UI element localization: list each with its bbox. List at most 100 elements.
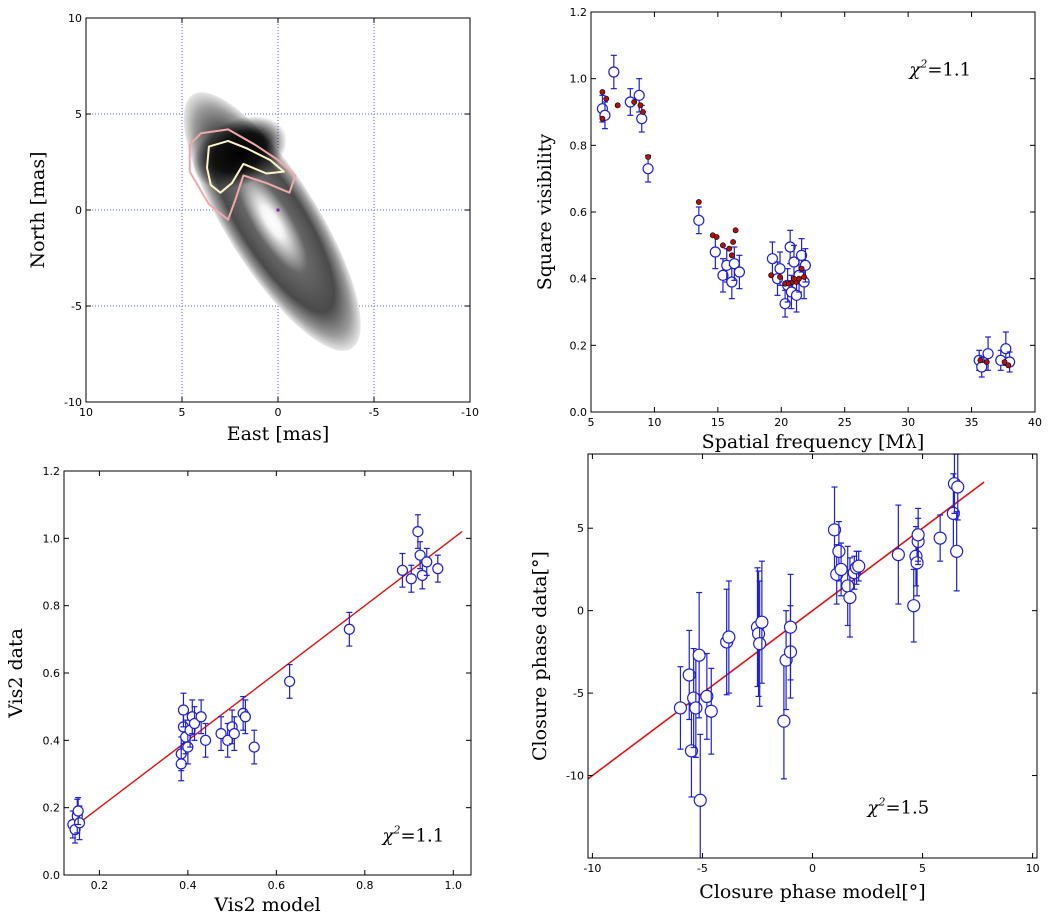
data-point — [228, 727, 240, 740]
y-tick-label: 0.0 — [43, 869, 61, 882]
data-point — [412, 525, 424, 538]
data-point — [709, 246, 721, 258]
data-point — [907, 599, 921, 613]
data-point — [693, 793, 707, 807]
model-point — [796, 275, 802, 282]
y-tick-label: -10 — [566, 770, 584, 783]
ring-emission — [183, 92, 361, 351]
model-point — [732, 227, 739, 234]
vis2-frequency-chi2: χ2=1.1 — [907, 57, 971, 80]
y-tick-label: 1.0 — [43, 532, 61, 545]
model-point — [720, 242, 726, 249]
x-tick-label: -5 — [697, 862, 708, 875]
model-point — [599, 115, 606, 122]
y-tick-label: 0 — [75, 204, 82, 217]
data-point — [673, 701, 688, 715]
y-tick-label: 0.2 — [570, 339, 588, 352]
data-point — [755, 615, 769, 629]
x-tick-label: 0.2 — [91, 879, 109, 892]
vis2-model-chi2: χ2=1.1 — [381, 823, 445, 846]
data-point — [188, 717, 201, 730]
model-point — [977, 357, 984, 364]
x-tick-label: -5 — [369, 406, 380, 419]
data-point — [911, 528, 925, 542]
image-heatmap — [183, 92, 361, 351]
data-point — [692, 648, 706, 662]
data-point — [177, 704, 190, 716]
model-point — [713, 234, 720, 240]
y-tick-label: 5 — [577, 522, 584, 535]
x-tick-label: 0 — [809, 862, 816, 875]
data-point — [774, 263, 786, 275]
x-tick-label: 0.4 — [179, 879, 197, 892]
y-tick-label: 0.8 — [43, 600, 61, 613]
y-tick-label: 1.2 — [570, 6, 588, 19]
x-tick-label: 10 — [79, 406, 93, 419]
data-point — [779, 298, 791, 310]
data-point — [753, 637, 767, 651]
contour-lines — [188, 128, 297, 221]
data-point — [784, 241, 796, 253]
data-point — [951, 480, 965, 494]
vis2-model-plot — [67, 514, 463, 844]
data-point — [790, 289, 803, 301]
data-point — [910, 556, 924, 570]
data-point — [239, 711, 251, 723]
data-point — [834, 562, 848, 577]
image-xlabel: East [mas] — [227, 423, 330, 445]
x-tick-label: 35 — [965, 416, 979, 429]
vis2-model-panel: 0.2 0.4 0.6 0.8 1.0 0.0 0.2 0.4 0.6 0.8 1.0 1.2 Vis… — [5, 465, 472, 916]
data-point — [689, 701, 703, 715]
model-point — [730, 239, 736, 245]
y-tick-label: 0.2 — [43, 802, 61, 815]
data-point — [633, 89, 645, 101]
y-tick-label: 0.8 — [570, 139, 588, 152]
data-point — [722, 630, 736, 644]
data-point — [73, 817, 86, 829]
data-point — [636, 113, 648, 125]
model-point — [695, 199, 702, 205]
data-point — [405, 573, 417, 585]
data-point — [248, 741, 260, 753]
data-point — [777, 714, 791, 728]
image-ticks: 10 5 0 -5 -10 -10 -5 0 5 10 — [64, 12, 479, 419]
x-tick-label: 10 — [1026, 862, 1040, 875]
data-point — [72, 805, 84, 817]
closure-phase-chi2: χ2=1.5 — [866, 795, 930, 818]
data-point — [717, 269, 729, 281]
y-tick-label: -10 — [64, 396, 82, 409]
data-point — [841, 579, 855, 593]
data-point — [933, 531, 947, 545]
y-tick-label: 0.4 — [570, 273, 588, 286]
x-tick-label: 5 — [588, 416, 595, 429]
vis2-frequency-plot — [596, 54, 1016, 378]
y-tick-label: 10 — [68, 12, 82, 25]
data-point — [432, 563, 444, 575]
model-point — [798, 265, 805, 272]
vis2-model-xlabel: Vis2 model — [213, 894, 320, 916]
data-point — [700, 689, 714, 704]
data-point — [726, 276, 738, 288]
x-tick-label: 0 — [275, 406, 282, 419]
model-point — [728, 252, 735, 259]
model-point — [640, 109, 646, 115]
contour — [206, 139, 285, 194]
data-point — [343, 623, 355, 635]
model-point — [1005, 362, 1012, 369]
y-tick-label: 0.6 — [570, 206, 588, 219]
model-point — [614, 102, 621, 109]
y-tick-label: -5 — [71, 300, 82, 313]
data-point — [795, 249, 808, 261]
model-point — [983, 359, 990, 365]
x-tick-label: 5 — [919, 862, 926, 875]
y-tick-label: 5 — [75, 108, 82, 121]
vis2-model-frame — [63, 470, 472, 876]
x-tick-label: 1.0 — [445, 879, 463, 892]
data-point — [852, 559, 866, 573]
y-tick-label: 1.2 — [43, 465, 61, 478]
data-point — [843, 590, 857, 605]
x-tick-label: 20 — [774, 416, 788, 429]
y-tick-label: -5 — [573, 687, 584, 700]
vis2-model-ticks: 0.2 0.4 0.6 0.8 1.0 0.0 0.2 0.4 0.6 0.8 1.0 1.2 — [43, 465, 471, 892]
